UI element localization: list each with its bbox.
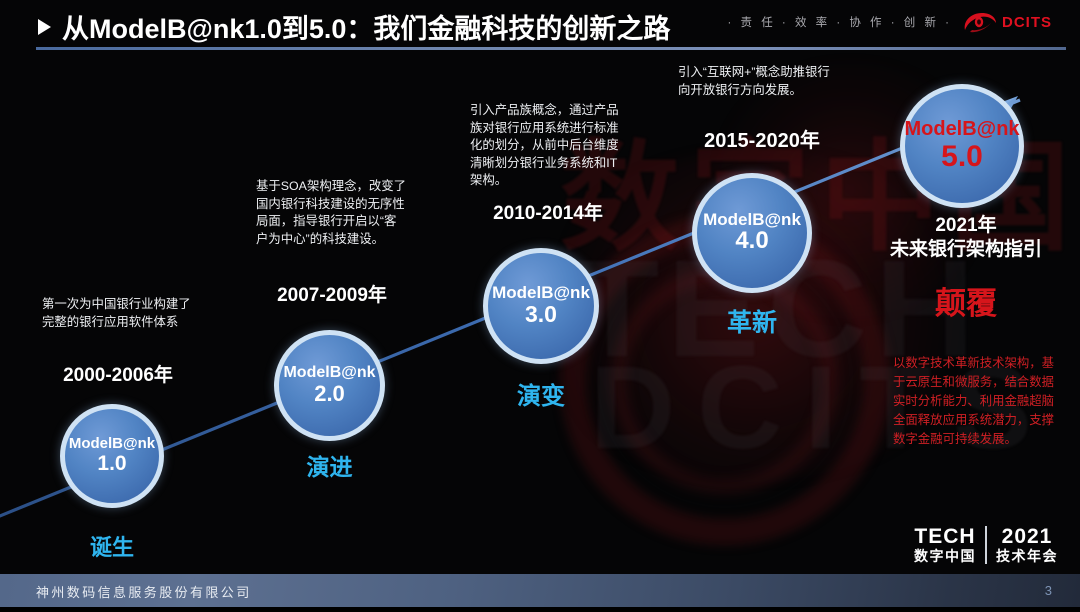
stage-circle-4[interactable]: ModelB@nk 4.0 bbox=[692, 173, 812, 293]
stage-keyword: 演进 bbox=[306, 454, 353, 480]
stage-circle-3[interactable]: ModelB@nk 3.0 bbox=[483, 248, 599, 364]
stage-years: 2007-2009年 bbox=[277, 285, 387, 306]
stage-description: 引入“互联网+”概念助推银行向开放银行方向发展。 bbox=[678, 65, 830, 97]
header-tagline: · 责 任 · 效 率 · 协 作 · 创 新 · bbox=[727, 17, 952, 29]
footer-company-name: 神州数码信息服务股份有限公司 bbox=[36, 585, 252, 600]
dcits-logo-text: DCITS bbox=[1002, 14, 1052, 31]
stage-version: 4.0 bbox=[735, 227, 769, 255]
stage-product-name: ModelB@nk bbox=[492, 283, 590, 303]
stage-product-name: ModelB@nk bbox=[703, 209, 801, 229]
triangle-right-icon bbox=[38, 19, 51, 35]
stage-keyword: 演变 bbox=[517, 383, 565, 410]
stage-years: 2000-2006年 bbox=[63, 365, 173, 386]
event-logo-divider bbox=[985, 526, 987, 564]
stage-years: 2021年 未来银行架构指引 bbox=[889, 215, 1042, 260]
stage-description: 以数字技术革新技术架构，基于云原生和微服务，结合数据实时分析能力、利用金融超脑全… bbox=[893, 356, 1055, 446]
stage-keyword: 革新 bbox=[726, 309, 777, 337]
page-title: 从ModelB@nk1.0到5.0：我们金融科技的创新之路 bbox=[62, 14, 671, 44]
event-logo-china: 数字中国 bbox=[914, 547, 976, 564]
stage-keyword: 诞生 bbox=[89, 535, 134, 560]
stage-years: 2015-2020年 bbox=[704, 130, 820, 152]
stage-description: 第一次为中国银行业构建了完整的银行应用软件体系 bbox=[42, 297, 191, 329]
dcits-swoosh-icon bbox=[964, 13, 996, 33]
stage-years: 2010-2014年 bbox=[493, 203, 603, 224]
stage-description: 引入产品族概念，通过产品族对银行应用系统进行标准化的划分，从前中后台维度清晰划分… bbox=[470, 103, 619, 187]
page-number: 3 bbox=[1044, 583, 1052, 598]
event-logo-year: 2021 bbox=[1001, 524, 1053, 548]
stage-circle-5[interactable]: ModelB@nk 5.0 bbox=[900, 84, 1024, 208]
stage-circle-1[interactable]: ModelB@nk 1.0 bbox=[60, 404, 164, 508]
watermark-dcits-text: DCITS bbox=[590, 342, 1054, 474]
event-logo-tech: TECH bbox=[914, 524, 976, 548]
stage-product-name: ModelB@nk bbox=[68, 435, 156, 453]
event-logo-left: TECH 数字中国 bbox=[914, 526, 985, 565]
stage-product-name: ModelB@nk bbox=[283, 363, 376, 381]
footer-bar: 神州数码信息服务股份有限公司 3 bbox=[0, 574, 1080, 607]
title-divider bbox=[36, 47, 1066, 50]
dcits-logo: DCITS bbox=[962, 11, 1066, 35]
stage-product-name: ModelB@nk bbox=[904, 117, 1020, 140]
stage-version: 1.0 bbox=[97, 452, 127, 476]
stage-version: 3.0 bbox=[525, 301, 557, 328]
event-logo: TECH 数字中国 2021 技术年会 bbox=[914, 523, 1058, 567]
stage-version: 5.0 bbox=[941, 139, 983, 173]
stage-circle-2[interactable]: ModelB@nk 2.0 bbox=[274, 330, 385, 441]
stage-description: 基于SOA架构理念，改变了国内银行科技建设的无序性局面，指导银行开启以“客户为中… bbox=[256, 179, 407, 246]
stage-keyword: 颠覆 bbox=[935, 286, 997, 321]
event-logo-right: 2021 技术年会 bbox=[987, 526, 1058, 565]
event-logo-meeting: 技术年会 bbox=[996, 547, 1058, 564]
stage-version: 2.0 bbox=[314, 380, 345, 406]
slide-header: 从ModelB@nk1.0到5.0：我们金融科技的创新之路 · 责 任 · 效 … bbox=[0, 0, 1080, 52]
